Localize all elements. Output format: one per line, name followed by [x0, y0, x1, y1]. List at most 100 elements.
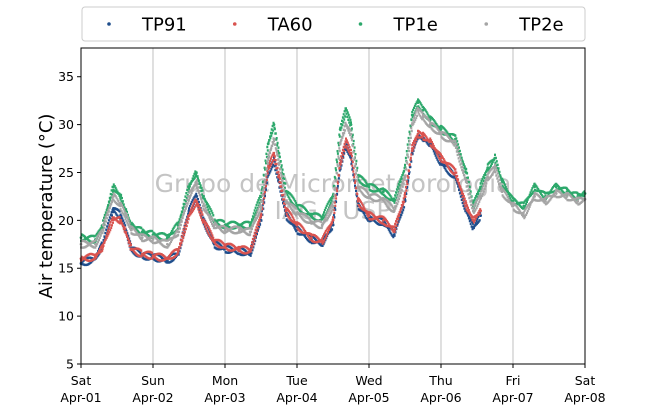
point-TP2e-1	[94, 242, 97, 246]
point-TP2e-35	[410, 123, 414, 127]
point-TA60-18	[259, 214, 263, 217]
point-TP1e-31	[367, 185, 371, 189]
point-TP1e-7	[140, 230, 144, 234]
point-TP1e-35	[410, 113, 414, 117]
x-axis: Sat Apr-01 Sun Apr-02 Mon Apr-03 Tue Apr-04 Wed A…	[60, 364, 606, 405]
point-TP2e-27	[338, 142, 342, 146]
point-TA60-21	[277, 175, 281, 179]
x-tick-day-0: Sat	[71, 373, 92, 388]
point-TP91-3	[112, 207, 115, 211]
point-TP2e-14	[212, 223, 216, 227]
point-TA60-16	[238, 247, 241, 251]
point-TP2e-18	[259, 204, 263, 208]
point-TA60-34	[403, 195, 407, 198]
point-TP2e-26	[331, 204, 335, 208]
y-tick-label-35: 35	[58, 69, 74, 84]
point-TA60-22	[284, 209, 288, 213]
y-axis: 5 10 15 20 25 30 35	[58, 69, 81, 372]
point-TP1e-25	[320, 217, 324, 220]
point-TP91-26	[331, 223, 335, 227]
legend-label-TP2e: TP2e	[518, 15, 563, 36]
point-TA60-41	[464, 204, 468, 208]
point-TA60-35	[410, 147, 414, 150]
point-TA60-23	[295, 223, 299, 227]
point-TP2e-39	[439, 132, 443, 136]
point-TP2e-51	[554, 192, 558, 195]
point-TA60-12	[194, 199, 198, 203]
point-TP1e-13	[202, 195, 205, 198]
point-TA60-42	[472, 218, 475, 222]
y-axis-label: Air temperature (°C)	[36, 114, 57, 299]
point-TA60-25	[320, 240, 324, 243]
x-tick-day-5: Thu	[428, 373, 452, 388]
point-TA60-31	[367, 214, 371, 217]
point-TP1e-19	[266, 142, 270, 146]
point-TA60-36	[416, 132, 420, 136]
point-TP1e-51	[554, 185, 558, 189]
point-TP2e-7	[140, 236, 144, 240]
series-TA60	[79, 129, 482, 262]
point-TA60-8	[151, 254, 155, 258]
point-TP2e-17	[248, 230, 252, 234]
point-TA60-13	[202, 218, 205, 222]
point-TP2e-4	[119, 204, 122, 208]
point-TP2e-24	[310, 220, 313, 224]
point-TA60-37	[421, 134, 425, 138]
point-TA60-11	[187, 214, 191, 217]
point-TP2e-6	[130, 228, 133, 232]
point-TP2e-30	[356, 185, 360, 189]
point-TP2e-33	[392, 209, 396, 213]
point-TA60-43	[479, 209, 482, 213]
point-TP1e-46	[500, 180, 504, 184]
point-TP1e-27	[338, 127, 342, 131]
x-tick-day-7: Sat	[575, 373, 596, 388]
legend-box	[81, 6, 586, 42]
point-TA60-3	[112, 217, 115, 220]
x-tick-date-0: Apr-01	[60, 390, 101, 405]
point-TP1e-33	[392, 199, 396, 203]
point-TA60-33	[392, 228, 396, 232]
point-TP1e-9	[166, 236, 169, 240]
point-TP2e-45	[493, 166, 497, 170]
point-TP91-11	[187, 209, 191, 213]
point-TA60-2	[101, 245, 104, 249]
point-TP1e-48	[522, 204, 526, 208]
point-TP1e-43	[479, 185, 482, 189]
point-TP1e-4	[119, 195, 122, 198]
legend-marker-TA60	[232, 22, 237, 26]
x-tick-day-3: Tue	[285, 373, 308, 388]
x-tick-date-2: Apr-03	[204, 390, 245, 405]
point-TP2e-47	[511, 204, 515, 208]
point-TP2e-29	[349, 132, 353, 136]
point-TA60-4	[119, 218, 122, 222]
x-tick-day-2: Mon	[212, 373, 238, 388]
point-TP1e-29	[349, 123, 353, 127]
point-TP1e-49	[533, 185, 536, 189]
x-tick-day-4: Wed	[355, 373, 382, 388]
point-TP2e-11	[187, 195, 191, 198]
point-TP2e-37	[421, 115, 425, 119]
x-tick-date-5: Apr-06	[420, 390, 461, 405]
point-TP1e-20	[272, 123, 276, 127]
point-TP2e-15	[223, 228, 227, 232]
x-tick-day-1: Sun	[141, 373, 165, 388]
point-TP2e-25	[320, 223, 324, 227]
point-TA60-30	[356, 199, 360, 203]
point-TP1e-24	[310, 214, 313, 217]
point-TP2e-38	[428, 123, 432, 127]
point-TP2e-8	[151, 238, 155, 241]
y-tick-label-5: 5	[66, 357, 74, 372]
point-TP2e-52	[565, 195, 569, 198]
point-TA60-24	[310, 236, 313, 240]
point-TP2e-50	[544, 199, 547, 203]
point-TP2e-43	[479, 195, 482, 198]
plot-frame	[80, 47, 586, 365]
point-TA60-10	[176, 249, 180, 253]
point-TA60-29	[349, 151, 353, 155]
point-TP2e-42	[472, 209, 475, 213]
point-TA60-20	[272, 153, 276, 157]
legend: TP91 TA60 TP1e TP2e	[81, 6, 586, 42]
point-TA60-27	[338, 161, 342, 165]
point-TP2e-28	[344, 123, 348, 127]
legend-label-TP1e: TP1e	[393, 15, 438, 36]
